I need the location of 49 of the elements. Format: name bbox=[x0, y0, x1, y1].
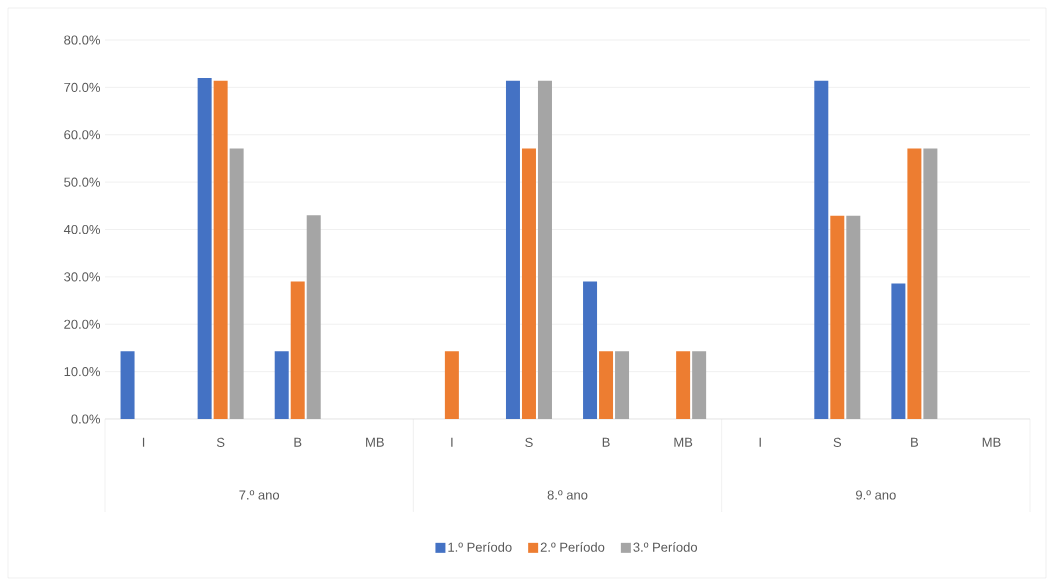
bar bbox=[907, 148, 922, 419]
x-tick-label: I bbox=[451, 437, 453, 447]
y-tick-label: 80.0% bbox=[64, 35, 101, 45]
y-tick-label: 20.0% bbox=[64, 319, 101, 329]
bar bbox=[676, 351, 691, 419]
bar bbox=[583, 281, 598, 419]
bar bbox=[846, 215, 861, 419]
legend-label: 2.º Período bbox=[540, 542, 605, 552]
bar bbox=[692, 351, 707, 419]
y-tick-label: 30.0% bbox=[64, 272, 101, 282]
bar bbox=[213, 80, 228, 419]
y-tick-label: 10.0% bbox=[64, 367, 101, 377]
bar bbox=[814, 80, 829, 419]
x-tick-label: I bbox=[759, 437, 761, 447]
text: 7.º ano bbox=[239, 490, 280, 500]
text: 9.º ano bbox=[856, 490, 896, 500]
bar bbox=[923, 148, 938, 419]
text: 8.º ano bbox=[547, 490, 588, 500]
x-tick-label: MB bbox=[982, 437, 1001, 447]
x-tick-label: S bbox=[525, 437, 533, 447]
bar bbox=[599, 351, 614, 419]
x-tick-label: MB bbox=[366, 437, 384, 447]
x-tick-label: I bbox=[142, 437, 145, 447]
legend-label: 3.º Período bbox=[633, 542, 698, 552]
bar bbox=[306, 215, 321, 419]
x-tick-label: MB bbox=[674, 437, 693, 447]
bar bbox=[274, 351, 289, 419]
bar bbox=[830, 215, 845, 419]
y-tick-label: 70.0% bbox=[64, 82, 101, 92]
legend-label: 1.º Período bbox=[448, 542, 512, 552]
x-tick-label: B bbox=[294, 437, 302, 447]
x-tick-label: S bbox=[833, 437, 842, 447]
y-tick-label: 40.0% bbox=[63, 224, 101, 235]
bar bbox=[444, 351, 459, 419]
bar bbox=[505, 80, 520, 419]
bar bbox=[197, 77, 212, 419]
bar bbox=[120, 351, 135, 419]
y-tick-label: 50.0% bbox=[64, 177, 101, 187]
x-tick-label: B bbox=[911, 437, 919, 447]
bar bbox=[615, 351, 630, 419]
bar bbox=[891, 283, 906, 419]
bar bbox=[290, 281, 305, 419]
bar bbox=[521, 148, 536, 419]
x-tick-label: S bbox=[216, 437, 225, 447]
bar bbox=[229, 148, 244, 419]
bar bbox=[537, 80, 552, 419]
x-tick-label: B bbox=[602, 437, 610, 447]
y-tick-label: 0.0% bbox=[71, 414, 101, 424]
y-tick-label: 60.0% bbox=[64, 130, 101, 140]
